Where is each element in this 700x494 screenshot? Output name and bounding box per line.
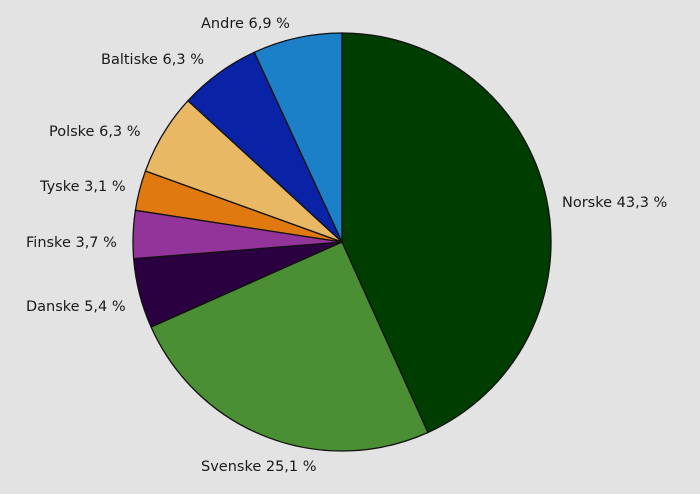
slice-label-norske: Norske 43,3 % [562, 195, 667, 211]
slice-label-tyske: Tyske 3,1 % [39, 179, 126, 195]
slice-label-polske: Polske 6,3 % [49, 124, 141, 140]
pie-slices [132, 32, 552, 452]
slice-label-danske: Danske 5,4 % [26, 299, 126, 315]
slice-label-baltiske: Baltiske 6,3 % [101, 52, 204, 68]
pie-slice-svenske [150, 241, 429, 452]
pie-slice-andre [253, 32, 343, 243]
slice-label-andre: Andre 6,9 % [201, 16, 290, 32]
slice-label-finske: Finske 3,7 % [26, 235, 117, 251]
pie-slice-norske [341, 32, 552, 434]
pie-labels: Norske 43,3 % Svenske 25,1 % Danske 5,4 % F… [26, 16, 667, 475]
slice-label-svenske: Svenske 25,1 % [201, 459, 317, 475]
